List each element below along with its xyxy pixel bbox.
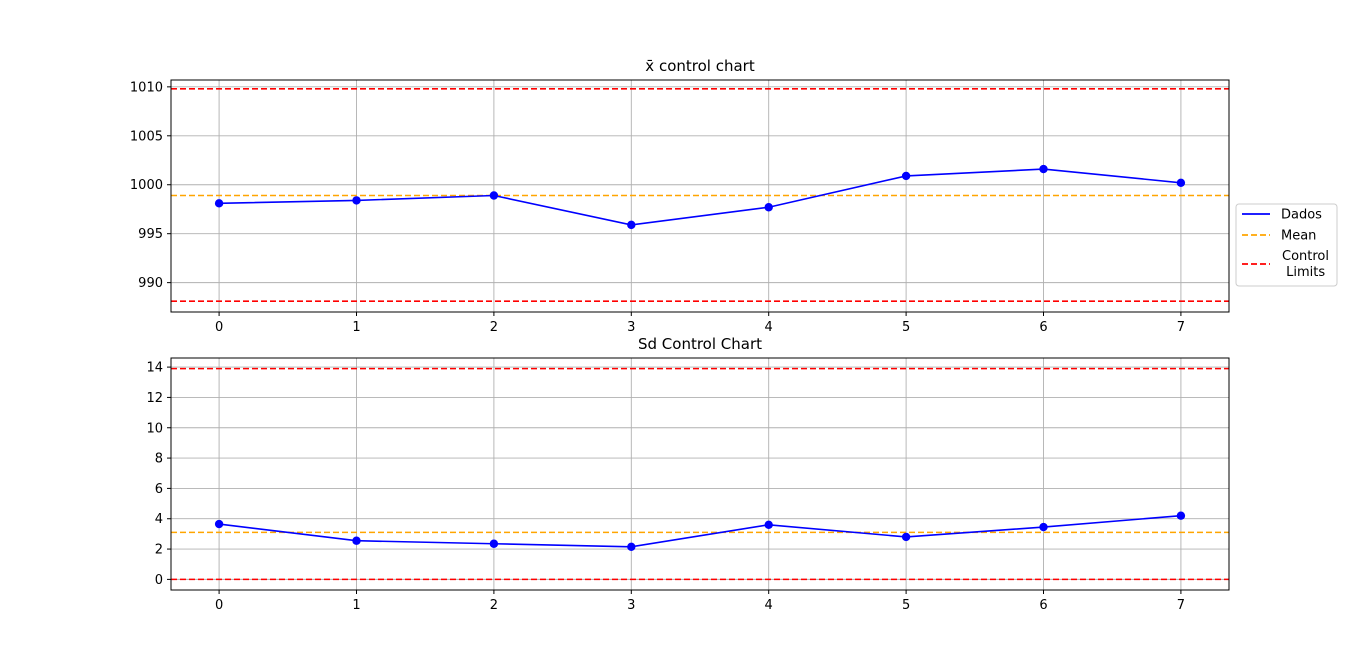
sd-ytick-label-0: 0 [155,573,163,588]
sd-xtick-label-1: 1 [352,598,360,613]
sd-series-line [218,514,1181,548]
xbar-data-point-5 [901,171,911,181]
sd-chart-title: Sd Control Chart [638,335,762,353]
xbar-data-point-0 [214,199,224,208]
sd-data-point-7 [1176,511,1186,520]
xbar-data-point-3 [627,220,636,230]
xbar-xtick-label-1: 1 [352,320,360,335]
sd-xtick-label-6: 6 [1039,598,1047,613]
sd-data-point-2 [489,539,499,548]
sd-ytick-label-6: 12 [146,391,163,406]
xbar-xtick-label-0: 0 [215,320,223,335]
xbar-chart-title: x̄ control chart [645,57,755,75]
xbar-data-point-4 [764,203,773,212]
sd-data-point-5 [901,532,911,542]
xbar-xtick-label-2: 2 [490,320,498,335]
sd-data-point-0 [214,519,224,529]
sd-ytick-label-1: 2 [155,543,163,558]
sd-xtick-label-2: 2 [490,598,498,613]
xbar-data-point-7 [1176,178,1186,187]
sd-data-point-4 [764,520,773,529]
sd-xtick-label-5: 5 [902,598,910,613]
xbar-data-point-6 [1039,164,1048,174]
sd-xtick-label-7: 7 [1177,598,1185,613]
xbar-control-chart: 0 1 2 3 4 5 6 7 990 995 1000 1005 1010 x̄ control cha… [130,57,1230,335]
sd-ytick-label-4: 8 [155,452,163,467]
sd-xtick-label-0: 0 [215,598,223,613]
sd-ytick-label-2: 4 [155,512,163,527]
sd-plot-frame [170,357,1230,591]
sd-data-point-6 [1039,522,1048,532]
xbar-xtick-label-4: 4 [765,320,773,335]
legend-label-0: Dados [1281,208,1322,223]
xbar-ytick-label-2: 1000 [130,178,163,193]
sd-data-point-1 [352,536,361,545]
legend-box [1235,203,1338,287]
legend: Dados Mean Control Limits [1235,203,1338,287]
xbar-ytick-label-3: 1005 [130,129,163,144]
sd-xtick-label-4: 4 [765,598,773,613]
sd-data-point-3 [627,542,636,551]
xbar-series-line [219,168,1181,226]
xbar-xtick-label-5: 5 [902,320,910,335]
sd-xtick-label-3: 3 [627,598,635,613]
xbar-xtick-label-7: 7 [1177,320,1185,335]
legend-label-2: Control Limits [1282,249,1329,280]
xbar-data-point-2 [489,191,499,200]
xbar-data-point-1 [352,196,361,205]
xbar-ytick-label-1: 995 [138,227,163,242]
xbar-ytick-label-0: 990 [138,276,163,291]
xbar-plot-frame [170,79,1230,313]
xbar-xtick-label-6: 6 [1039,320,1047,335]
sd-ytick-label-7: 14 [146,361,163,376]
sd-ytick-label-5: 10 [146,421,163,436]
sd-ytick-label-3: 6 [155,482,163,497]
legend-label-1: Mean [1281,229,1316,244]
xbar-ytick-label-4: 1010 [130,80,163,95]
xbar-xtick-label-3: 3 [627,320,635,335]
